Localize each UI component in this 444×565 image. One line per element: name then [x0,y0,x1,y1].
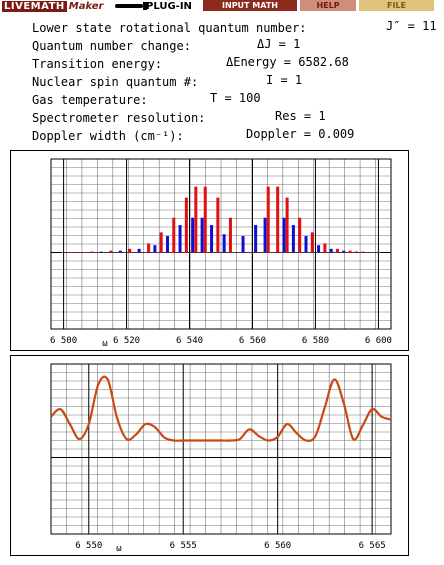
spectral-line [203,186,207,253]
plot-frame [50,158,392,330]
spectral-line [99,251,103,253]
resolution-label: Spectrometer resolution: [32,111,206,125]
spectral-line [266,186,270,253]
x-tick-label: 6 540 [176,336,203,346]
spectral-line [342,250,346,253]
spectral-line [128,248,132,253]
nuclear-spin-label: Nuclear spin quantum #: [32,75,199,89]
livemath-logo: LIVEMATH Maker [2,0,104,12]
convolved-spectrum-plot: 6 550 6 555 6 560 6 565 ω [10,355,409,556]
spectral-line [263,217,267,253]
transition-energy-value[interactable]: ΔEnergy = 6582.68 [226,55,349,69]
spectral-line [90,251,94,253]
spectral-line [254,225,258,253]
spectral-line [159,232,163,253]
x-tick-label: 6 550 [75,541,102,551]
spectral-line [222,234,226,253]
stick-spectrum-svg: 6 500 6 520 6 540 6 560 6 580 6 600 ω [50,158,392,349]
plugin-badge: PLUG-IN [115,0,192,12]
spectral-line [216,197,220,253]
x-axis-label: ω [102,339,108,349]
x-tick-label: 6 600 [365,336,392,346]
doppler-width-value[interactable]: Doppler = 0.009 [246,127,355,141]
spectral-line [118,250,122,253]
spectral-line [153,245,157,253]
x-axis-label: ω [116,544,122,554]
logo-live: LIVEMATH [2,0,67,12]
spectral-line [282,217,286,253]
convolved-spectrum-svg: 6 550 6 555 6 560 6 565 ω [50,363,392,554]
x-tick-label: 6 560 [239,336,266,346]
spectral-line [317,245,321,253]
gas-temperature-value[interactable]: T = 100 [210,91,261,105]
spectral-line [194,186,198,253]
spectral-line [348,250,352,253]
transition-energy-label: Transition energy: [32,57,163,71]
plot-grid: 6 550 6 555 6 560 6 565 ω [50,363,392,554]
plug-icon [115,2,147,10]
input-math-button[interactable]: INPUT MATH [203,0,297,11]
logo-maker: Maker [68,0,104,12]
spectral-line [329,248,333,253]
spectral-line [304,236,308,253]
j-value[interactable]: J″ = 11 [386,19,437,33]
spectral-line [200,217,204,253]
spectral-line [241,236,245,253]
rotational-qn-label: Lower state rotational quantum number: [32,21,307,35]
x-tick-label: 6 500 [50,336,77,346]
spectral-line [109,250,113,253]
x-tick-label: 6 580 [302,336,329,346]
spectral-line [147,243,151,253]
gas-temperature-label: Gas temperature: [32,93,148,107]
spectral-line [291,225,295,253]
qn-change-label: Quantum number change: [32,39,191,53]
spectral-line [165,236,169,253]
x-tick-label: 6 520 [113,336,140,346]
spectral-line [354,251,358,253]
spectral-line [178,225,182,253]
stick-spectrum-plot: 6 500 6 520 6 540 6 560 6 580 6 600 ω [10,150,409,351]
help-button[interactable]: HELP [300,0,356,11]
qn-change-value[interactable]: ΔJ = 1 [257,37,301,51]
convolved-curve [50,375,392,442]
spectral-line [184,197,188,253]
x-tick-label: 6 555 [170,541,197,551]
spectral-line [191,217,195,253]
spectral-line [276,186,280,253]
spectral-line [335,248,339,253]
spectral-line [323,243,327,253]
doppler-width-label: Doppler width (cm⁻¹): [32,129,184,143]
plugin-toolbar: LIVEMATH Maker PLUG-IN INPUT MATH HELP F… [0,0,444,12]
spectral-line [137,248,141,253]
spectral-line [228,217,232,253]
spectral-line [298,217,302,253]
x-tick-label: 6 560 [264,541,291,551]
x-tick-label: 6 565 [359,541,386,551]
spectral-line [172,217,176,253]
nuclear-spin-value[interactable]: I = 1 [266,73,303,87]
plugin-label: PLUG-IN [146,0,192,12]
spectral-line [210,225,214,253]
spectral-line [361,251,365,253]
spectral-line [285,197,289,253]
plot-grid: 6 500 6 520 6 540 6 560 6 580 6 600 ω [50,158,392,349]
file-button[interactable]: FILE [359,0,434,11]
resolution-value[interactable]: Res = 1 [275,109,326,123]
spectral-line [310,232,314,253]
plot-frame [50,363,392,535]
